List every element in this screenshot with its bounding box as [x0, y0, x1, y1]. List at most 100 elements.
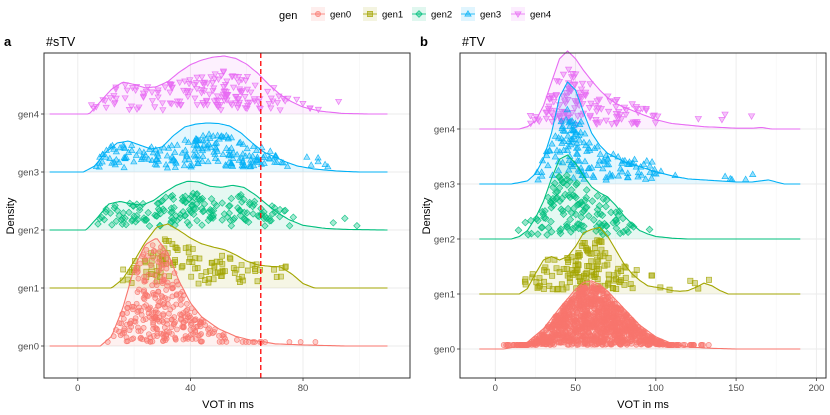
data-point — [599, 195, 608, 203]
data-point — [199, 136, 207, 144]
legend-label-gen2: gen2 — [431, 10, 452, 21]
data-point — [595, 266, 602, 273]
data-point — [233, 150, 241, 158]
data-point — [178, 193, 187, 202]
y-tick-label-gen0: gen0 — [434, 344, 455, 355]
data-point — [238, 262, 245, 268]
data-point — [553, 187, 562, 196]
data-point — [151, 248, 157, 254]
data-point — [131, 318, 138, 325]
data-point — [181, 146, 189, 153]
data-point — [148, 89, 156, 96]
data-point — [198, 74, 206, 81]
data-point — [168, 324, 175, 331]
data-point — [166, 273, 172, 280]
data-point — [586, 112, 595, 120]
data-point — [254, 278, 261, 285]
data-point — [548, 139, 556, 147]
data-point — [148, 262, 154, 268]
data-point — [571, 223, 580, 232]
data-point — [560, 98, 569, 106]
data-point — [223, 78, 231, 85]
data-point — [748, 170, 757, 177]
data-point — [244, 267, 251, 274]
data-point — [209, 206, 218, 215]
data-point — [632, 106, 640, 113]
data-point — [566, 301, 573, 308]
data-point — [610, 285, 616, 292]
points-gen2 — [514, 171, 654, 239]
data-point — [687, 277, 694, 284]
data-point — [95, 163, 103, 170]
data-point — [128, 146, 136, 154]
y-tick-label-gen4: gen4 — [18, 109, 39, 120]
data-point — [646, 168, 654, 176]
y-tick-label-gen2: gen2 — [434, 234, 455, 245]
ridge-gen3 — [49, 122, 388, 173]
data-point — [125, 304, 131, 311]
data-point — [257, 160, 266, 167]
data-point — [162, 304, 168, 310]
data-point — [194, 159, 202, 166]
data-point — [120, 315, 127, 322]
data-point — [214, 102, 222, 109]
data-point — [267, 216, 275, 225]
data-point — [643, 156, 651, 164]
data-point — [213, 258, 220, 265]
data-point — [152, 279, 159, 286]
data-point — [205, 140, 213, 147]
data-point — [532, 214, 541, 223]
data-point — [563, 284, 570, 291]
data-point — [160, 312, 167, 319]
data-point — [584, 212, 593, 220]
data-point — [226, 201, 234, 210]
data-point — [558, 194, 566, 203]
data-point — [162, 160, 170, 168]
data-point — [588, 250, 595, 257]
data-point — [217, 107, 225, 114]
data-point — [329, 219, 338, 227]
data-point — [564, 66, 573, 74]
data-point — [252, 266, 258, 272]
data-point — [651, 120, 660, 127]
data-point — [177, 311, 183, 318]
data-point — [314, 154, 322, 161]
data-point — [596, 150, 605, 157]
data-point — [694, 116, 703, 123]
data-point — [202, 98, 211, 106]
data-point — [170, 203, 178, 212]
data-point — [563, 146, 572, 153]
panel-b-ylabel: Density — [421, 197, 433, 234]
data-point — [297, 339, 304, 345]
legend-key-triangle-up-icon — [464, 10, 472, 17]
data-point — [577, 112, 586, 120]
data-point — [574, 200, 583, 209]
points-gen1 — [119, 236, 289, 287]
data-point — [195, 280, 202, 287]
density-curve-gen4 — [479, 50, 801, 130]
data-point — [581, 129, 589, 137]
data-point — [197, 332, 203, 338]
data-point — [186, 317, 193, 324]
data-point — [176, 79, 184, 87]
x-tick-label: 50 — [570, 383, 581, 394]
data-point — [551, 152, 560, 160]
data-point — [236, 192, 245, 201]
data-point — [581, 196, 589, 205]
data-point — [280, 207, 288, 215]
data-point — [173, 101, 181, 109]
data-point — [578, 307, 585, 314]
data-point — [193, 86, 201, 93]
data-point — [619, 339, 626, 346]
data-point — [226, 254, 233, 261]
data-point — [283, 162, 292, 169]
data-point — [572, 210, 580, 219]
data-point — [566, 177, 574, 186]
density-fill-gen1 — [479, 227, 801, 294]
density-curve-gen1 — [49, 223, 388, 289]
data-point — [562, 90, 571, 97]
data-point — [202, 97, 211, 105]
ridge-gen0 — [479, 280, 801, 350]
data-point — [178, 264, 185, 271]
data-point — [108, 159, 116, 166]
